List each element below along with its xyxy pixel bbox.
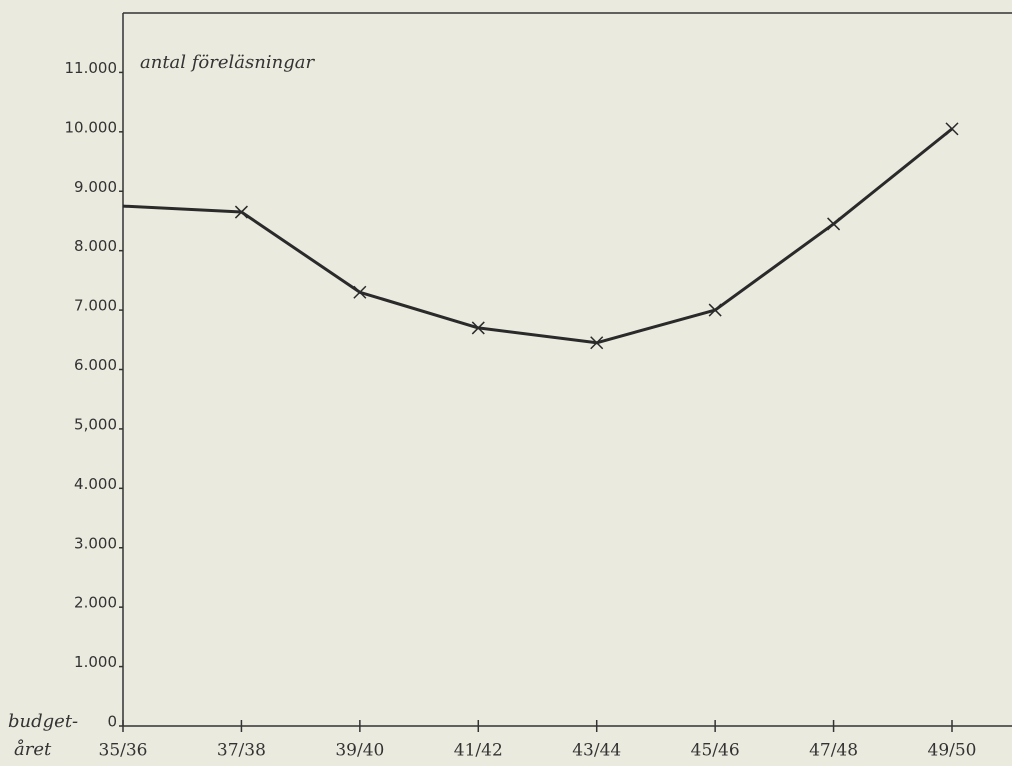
x-tick-label: 45/46 <box>691 741 740 761</box>
y-tick-label: 11.000 <box>65 59 118 77</box>
y-tick-label: 6.000 <box>74 356 117 374</box>
x-tick-label: 39/40 <box>335 741 384 761</box>
x-tick-label: 43/44 <box>572 741 621 761</box>
point-marker <box>353 285 367 299</box>
x-axis-title: året <box>14 738 52 760</box>
point-marker <box>234 205 248 219</box>
y-tick-label: 9.000 <box>74 178 117 196</box>
point-marker <box>827 217 841 231</box>
y-tick-label: 8.000 <box>74 237 117 255</box>
point-marker <box>590 336 604 350</box>
x-tick-label: 41/42 <box>454 741 503 761</box>
x-tick-label: 47/48 <box>809 741 858 761</box>
y-tick-label: 1.000 <box>74 653 117 671</box>
point-marker <box>945 122 959 136</box>
point-marker <box>471 321 485 335</box>
y-tick-label: 0 <box>107 713 117 731</box>
y-tick-label: 2.000 <box>74 594 117 612</box>
point-marker <box>708 303 722 317</box>
data-line <box>122 127 953 345</box>
x-tick-label: 35/36 <box>99 741 148 761</box>
x-tick-label: 49/50 <box>928 741 977 761</box>
y-axis-title: antal föreläsningar <box>140 52 315 73</box>
x-axis-title: budget- <box>8 711 78 732</box>
y-tick-label: 4.000 <box>74 475 117 493</box>
y-tick-label: 10.000 <box>65 118 118 136</box>
x-tick-label: 37/38 <box>217 741 266 761</box>
y-tick-label: 5,000 <box>74 415 117 433</box>
y-tick-label: 7.000 <box>74 297 117 315</box>
y-tick-label: 3.000 <box>74 534 117 552</box>
